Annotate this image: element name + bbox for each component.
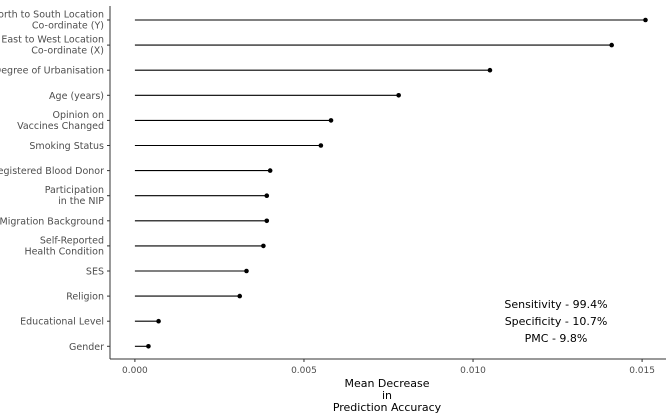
lollipop-point	[264, 218, 270, 224]
y-tick-label-line: in the NIP	[58, 196, 104, 207]
y-tick-label: SES	[86, 267, 104, 278]
x-axis-title-line-2: in	[382, 389, 392, 402]
x-tick-label: 0.005	[291, 366, 317, 376]
y-axis-ticks	[107, 19, 110, 347]
y-tick-label: Migration Background	[0, 216, 104, 227]
y-tick-label: Educational Level	[20, 317, 104, 328]
y-tick-label: Self-Reported Health Condition	[24, 235, 104, 257]
y-tick-label: Religion	[66, 292, 104, 303]
x-axis-title-line-3: Prediction Accuracy	[333, 401, 442, 414]
y-tick-label: North to South Location Co-ordinate (Y)	[0, 10, 104, 32]
lollipop-point	[643, 17, 648, 23]
lollipop-point	[156, 318, 161, 324]
specificity-annotation: Specificity - 10.7%	[505, 315, 608, 328]
lollipop-point	[264, 193, 270, 198]
lollipop-point	[609, 42, 614, 48]
y-tick-label: Age (years)	[49, 91, 104, 102]
y-tick-label-line: Health Condition	[24, 246, 104, 257]
x-tick-label: 0.000	[122, 366, 148, 376]
y-tick-label-line: Opinion on	[53, 110, 105, 121]
lollipop-point	[328, 118, 334, 123]
y-tick-label-line: Co-ordinate (Y)	[32, 21, 104, 32]
y-tick-label: Opinion on Vaccines Changed	[17, 110, 104, 132]
lollipop-point	[267, 168, 273, 173]
x-tick-label: 0.015	[629, 366, 655, 376]
y-tick-label: Gender	[69, 342, 104, 353]
y-tick-label: Registered Blood Donor	[0, 166, 104, 177]
y-tick-label: Participation in the NIP	[45, 185, 105, 207]
y-tick-label-line: Participation	[45, 185, 104, 196]
x-axis-ticks: 0.000 0.005 0.010 0.015	[122, 359, 655, 376]
lollipop-point	[244, 268, 249, 274]
lollipop-point	[261, 243, 266, 249]
lollipop-point	[237, 293, 243, 299]
y-tick-label-line: Co-ordinate (X)	[31, 46, 104, 57]
sensitivity-annotation: Sensitivity - 99.4%	[504, 298, 607, 311]
y-tick-label: Smoking Status	[29, 141, 104, 152]
y-tick-label: East to West Location Co-ordinate (X)	[1, 35, 104, 57]
y-tick-label-line: Self-Reported	[40, 235, 104, 246]
lollipop-marks	[134, 17, 648, 349]
y-tick-label-line: North to South Location	[0, 10, 104, 21]
y-tick-label-line: Vaccines Changed	[17, 121, 104, 132]
y-axis-labels: North to South Location Co-ordinate (Y) Ea…	[0, 10, 104, 353]
lollipop-point	[318, 143, 324, 148]
y-tick-label-line: East to West Location	[1, 35, 104, 46]
y-tick-label: Degree of Urbanisation	[0, 66, 104, 77]
lollipop-point	[146, 344, 151, 349]
x-tick-label: 0.010	[460, 366, 486, 376]
lollipop-point	[487, 67, 493, 73]
pmc-annotation: PMC - 9.8%	[525, 332, 588, 345]
lollipop-point	[396, 93, 401, 98]
x-axis-title-line-1: Mean Decrease	[344, 377, 429, 390]
